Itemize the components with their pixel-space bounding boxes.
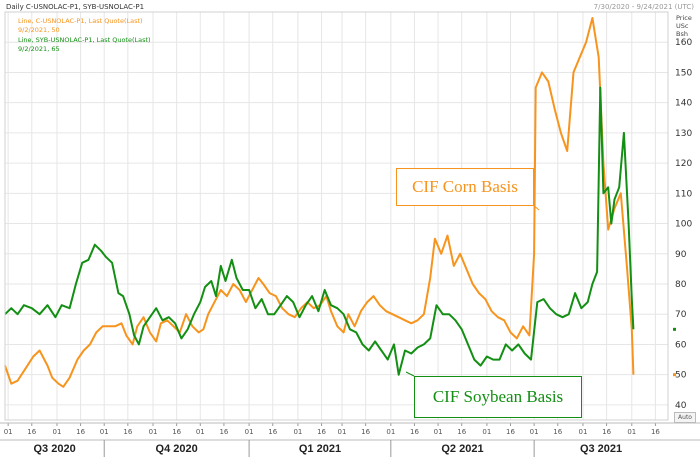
x-tick-label: 01	[530, 428, 539, 436]
quarter-label: Q3 2020	[34, 443, 76, 455]
x-tick-label: 01	[293, 428, 302, 436]
y-tick-label: 130	[675, 129, 692, 139]
x-tick-label: 01	[53, 428, 62, 436]
y-axis-unit: Price USc Bsh	[676, 14, 692, 38]
y-tick-label: 90	[675, 250, 687, 260]
x-tick-label: 16	[76, 428, 85, 436]
legend-corn: Line, C-USNOLAC-P1, Last Quote(Last)	[18, 17, 143, 25]
x-tick-label: 16	[172, 428, 181, 436]
quarter-label: Q3 2021	[580, 443, 622, 455]
callout-soy-connector	[405, 371, 415, 377]
auto-scale-button[interactable]: Auto	[674, 412, 696, 423]
x-tick-label: 16	[506, 428, 515, 436]
x-tick-label: 16	[553, 428, 562, 436]
x-tick-label: 01	[196, 428, 205, 436]
chart-title: Daily C-USNOLAC-P1, SYB-USNOLAC-P1	[6, 3, 145, 11]
x-tick-label: 01	[245, 428, 254, 436]
x-tick-label: 16	[361, 428, 370, 436]
last-value-marker	[673, 373, 676, 377]
quarter-label: Q4 2020	[156, 443, 198, 455]
legend-corn-last: 9/2/2021, 50	[18, 26, 60, 34]
x-tick-label: 01	[149, 428, 158, 436]
last-value-marker	[673, 327, 676, 331]
y-tick-label: 100	[675, 220, 692, 230]
quarter-label: Q1 2021	[299, 443, 341, 455]
y-tick-label: 70	[675, 310, 687, 320]
x-tick-label: 16	[410, 428, 419, 436]
x-tick-label: 01	[578, 428, 587, 436]
x-tick-label: 16	[317, 428, 326, 436]
x-tick-label: 16	[219, 428, 228, 436]
plot-border	[4, 11, 669, 421]
quarter-label: Q2 2021	[441, 443, 483, 455]
x-tick-label: 16	[268, 428, 277, 436]
x-tick-label: 16	[123, 428, 132, 436]
y-tick-label: 50	[675, 371, 687, 381]
y-tick-label: 80	[675, 280, 687, 290]
corn-basis-line	[4, 17, 635, 388]
x-tick-label: 01	[386, 428, 395, 436]
y-tick-label: 60	[675, 340, 687, 350]
y-tick-label: 110	[675, 189, 692, 199]
series-lines	[4, 17, 635, 388]
date-range: 7/30/2020 - 9/24/2021 (UTC)	[593, 3, 694, 11]
x-tick-label: 01	[4, 428, 13, 436]
x-tick-label: 16	[651, 428, 660, 436]
callout-corn-basis: CIF Corn Basis	[396, 168, 534, 206]
x-tick-label: 01	[627, 428, 636, 436]
y-tick-label: 40	[675, 401, 687, 411]
x-tick-label: 01	[434, 428, 443, 436]
axes: 40 50 60 70 80 90 100 110 120 130 140 150 160 01 16 01 1…	[0, 11, 700, 457]
x-tick-label: 16	[602, 428, 611, 436]
y-tick-label: 150	[675, 68, 692, 78]
gridlines	[5, 12, 668, 420]
soybean-basis-line	[4, 86, 635, 376]
legend-soy: Line, SYB-USNOLAC-P1, Last Quote(Last)	[18, 36, 151, 44]
x-tick-label: 16	[27, 428, 36, 436]
y-tick-label: 120	[675, 159, 692, 169]
x-tick-label: 01	[338, 428, 347, 436]
callout-soybean-basis: CIF Soybean Basis	[414, 376, 582, 418]
x-tick-label: 01	[100, 428, 109, 436]
legend-soy-last: 9/2/2021, 65	[18, 45, 60, 53]
y-tick-label: 160	[675, 38, 692, 48]
x-tick-label: 01	[482, 428, 491, 436]
x-tick-label: 16	[457, 428, 466, 436]
y-tick-label: 140	[675, 99, 692, 109]
